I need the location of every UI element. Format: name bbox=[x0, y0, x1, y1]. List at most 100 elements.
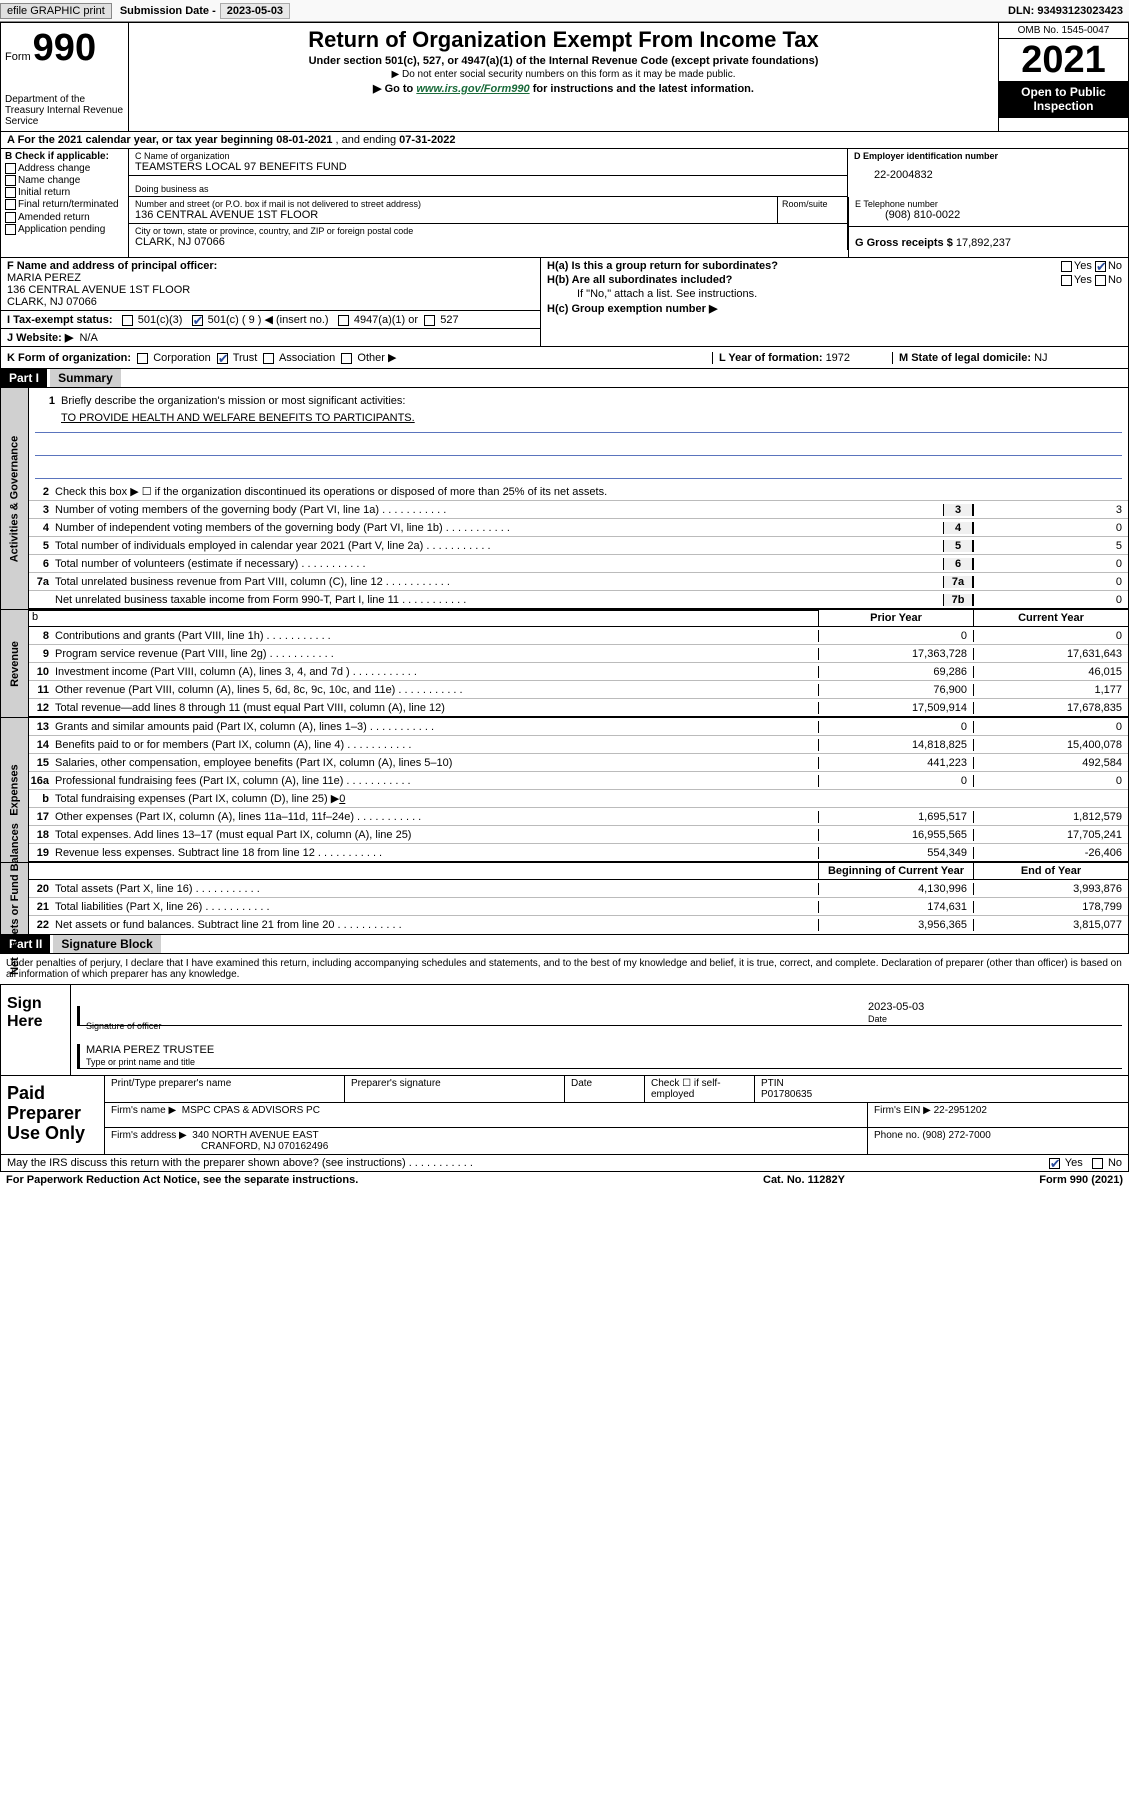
firm-addr1: 340 NORTH AVENUE EAST bbox=[192, 1130, 318, 1141]
officer-street: 136 CENTRAL AVENUE 1ST FLOOR bbox=[7, 284, 190, 296]
part2-header: Part II Signature Block bbox=[0, 935, 1129, 954]
k-other[interactable]: Other ▶ bbox=[357, 352, 396, 364]
c22: 3,815,077 bbox=[973, 919, 1128, 931]
footer-no[interactable]: No bbox=[1108, 1157, 1122, 1169]
p8: 0 bbox=[818, 630, 973, 642]
hb-label: H(b) Are all subordinates included? bbox=[547, 274, 732, 286]
line20: Total assets (Part X, line 16) bbox=[55, 883, 193, 895]
form-header: Form 990 Department of the Treasury Inte… bbox=[0, 22, 1129, 132]
footer-question: May the IRS discuss this return with the… bbox=[0, 1155, 1129, 1172]
ha-yes[interactable]: Yes bbox=[1074, 260, 1092, 272]
part1-title: Summary bbox=[50, 369, 121, 387]
telephone: (908) 810-0022 bbox=[855, 209, 1122, 221]
c17: 1,812,579 bbox=[973, 811, 1128, 823]
prep-name-label: Print/Type preparer's name bbox=[105, 1076, 345, 1102]
p21: 174,631 bbox=[818, 901, 973, 913]
line16a: Professional fundraising fees (Part IX, … bbox=[55, 775, 343, 787]
i-opt2[interactable]: 501(c) ( 9 ) ◀ (insert no.) bbox=[208, 314, 329, 326]
paid-preparer-block: Paid Preparer Use Only Print/Type prepar… bbox=[0, 1076, 1129, 1155]
paid-preparer-label: Paid Preparer Use Only bbox=[1, 1076, 105, 1154]
footer-yes[interactable]: Yes bbox=[1065, 1157, 1083, 1169]
b-opt-pending[interactable]: Application pending bbox=[5, 224, 124, 235]
firm-name-label: Firm's name ▶ bbox=[111, 1105, 176, 1116]
val7a: 0 bbox=[973, 576, 1128, 588]
sign-date-label: Date bbox=[868, 1014, 887, 1024]
part1-header: Part I Summary bbox=[0, 369, 1129, 388]
row-a-label: A For the 2021 calendar year, or tax yea… bbox=[7, 134, 276, 146]
firm-addr2: CRANFORD, NJ 070162496 bbox=[111, 1141, 328, 1152]
top-bar: efile GRAPHIC print Submission Date - 20… bbox=[0, 0, 1129, 22]
c20: 3,993,876 bbox=[973, 883, 1128, 895]
i-opt4[interactable]: 527 bbox=[440, 314, 458, 326]
val4: 0 bbox=[973, 522, 1128, 534]
b-opt-address[interactable]: Address change bbox=[5, 163, 124, 174]
p9: 17,363,728 bbox=[818, 648, 973, 660]
officer-city: CLARK, NJ 07066 bbox=[7, 296, 97, 308]
b-opt-final[interactable]: Final return/terminated bbox=[5, 199, 124, 210]
i-opt1[interactable]: 501(c)(3) bbox=[138, 314, 183, 326]
p13: 0 bbox=[818, 721, 973, 733]
klm-row: K Form of organization: Corporation Trus… bbox=[0, 347, 1129, 369]
tax-year-begin: 08-01-2021 bbox=[276, 134, 332, 146]
open-to-public: Open to Public Inspection bbox=[999, 81, 1128, 118]
dln-value: 93493123023423 bbox=[1037, 5, 1123, 17]
efile-button[interactable]: efile GRAPHIC print bbox=[0, 3, 112, 19]
b-opt-name[interactable]: Name change bbox=[5, 175, 124, 186]
k-label: K Form of organization: bbox=[7, 352, 131, 364]
box-h: H(a) Is this a group return for subordin… bbox=[541, 258, 1128, 346]
i-opt3[interactable]: 4947(a)(1) or bbox=[354, 314, 418, 326]
ha-no[interactable]: No bbox=[1108, 260, 1122, 272]
c21: 178,799 bbox=[973, 901, 1128, 913]
prep-sig-label: Preparer's signature bbox=[345, 1076, 565, 1102]
p22: 3,956,365 bbox=[818, 919, 973, 931]
box-k: K Form of organization: Corporation Trus… bbox=[7, 351, 712, 364]
val7b: 0 bbox=[973, 594, 1128, 606]
col-cde: C Name of organization TEAMSTERS LOCAL 9… bbox=[129, 149, 1128, 257]
d-label: D Employer identification number bbox=[854, 151, 1122, 161]
ha-label: H(a) Is this a group return for subordin… bbox=[547, 260, 778, 272]
f-label: F Name and address of principal officer: bbox=[7, 260, 217, 272]
val5: 5 bbox=[973, 540, 1128, 552]
mission-text: TO PROVIDE HEALTH AND WELFARE BENEFITS T… bbox=[35, 412, 415, 424]
tab-revenue: Revenue bbox=[1, 610, 29, 717]
p18: 16,955,565 bbox=[818, 829, 973, 841]
irs-link[interactable]: www.irs.gov/Form990 bbox=[416, 83, 529, 95]
b-header: B Check if applicable: bbox=[5, 151, 124, 162]
p12: 17,509,914 bbox=[818, 702, 973, 714]
website: N/A bbox=[79, 332, 97, 344]
line19: Revenue less expenses. Subtract line 18 … bbox=[55, 847, 315, 859]
c14: 15,400,078 bbox=[973, 739, 1128, 751]
g-label: G Gross receipts $ bbox=[855, 237, 956, 249]
p19: 554,349 bbox=[818, 847, 973, 859]
prior-year-hdr: Prior Year bbox=[818, 610, 973, 626]
k-trust[interactable]: Trust bbox=[233, 352, 258, 364]
c10: 46,015 bbox=[973, 666, 1128, 678]
firm-name: MSPC CPAS & ADVISORS PC bbox=[182, 1105, 320, 1116]
p10: 69,286 bbox=[818, 666, 973, 678]
room-label: Room/suite bbox=[778, 197, 848, 223]
city: CLARK, NJ 07066 bbox=[135, 236, 841, 248]
b-opt-initial[interactable]: Initial return bbox=[5, 187, 124, 198]
header-note2: ▶ Go to www.irs.gov/Form990 for instruct… bbox=[135, 82, 992, 95]
col-b: B Check if applicable: Address change Na… bbox=[1, 149, 129, 257]
b-opt-amended[interactable]: Amended return bbox=[5, 212, 124, 223]
p14: 14,818,825 bbox=[818, 739, 973, 751]
line16b: Total fundraising expenses (Part IX, col… bbox=[55, 793, 339, 805]
submission-date: 2023-05-03 bbox=[220, 3, 290, 19]
sign-block: Sign Here Signature of officer 2023-05-0… bbox=[0, 985, 1129, 1076]
hb-no[interactable]: No bbox=[1108, 274, 1122, 286]
line3: Number of voting members of the governin… bbox=[55, 504, 379, 516]
dln-label: DLN: bbox=[1008, 5, 1037, 17]
k-corp[interactable]: Corporation bbox=[153, 352, 210, 364]
box-i: I Tax-exempt status: 501(c)(3) 501(c) ( … bbox=[1, 311, 540, 329]
note2-pre: ▶ Go to bbox=[373, 83, 416, 95]
header-note1: ▶ Do not enter social security numbers o… bbox=[135, 69, 992, 80]
cat-no: Cat. No. 11282Y bbox=[763, 1174, 963, 1186]
paperwork-notice: For Paperwork Reduction Act Notice, see … bbox=[6, 1174, 763, 1186]
hb-yes[interactable]: Yes bbox=[1074, 274, 1092, 286]
k-assoc[interactable]: Association bbox=[279, 352, 335, 364]
c16a: 0 bbox=[973, 775, 1128, 787]
line9: Program service revenue (Part VIII, line… bbox=[55, 648, 267, 660]
submission-label: Submission Date - bbox=[120, 5, 216, 17]
c8: 0 bbox=[973, 630, 1128, 642]
